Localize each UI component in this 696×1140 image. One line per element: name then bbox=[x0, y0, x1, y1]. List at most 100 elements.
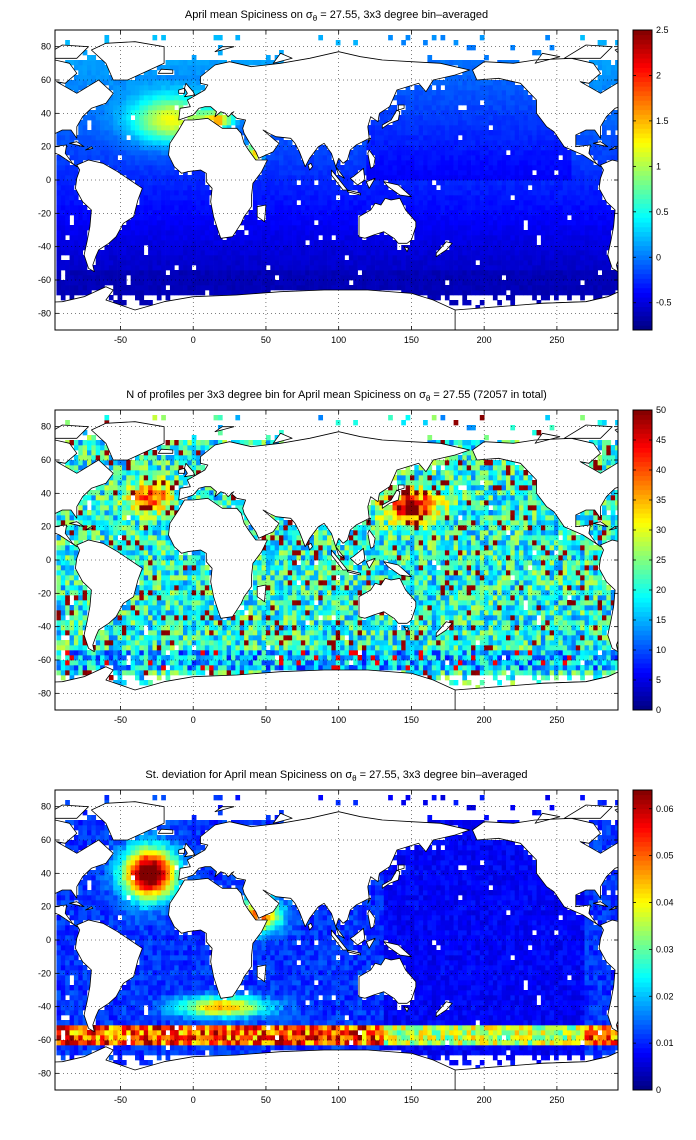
bin-cell bbox=[527, 200, 533, 206]
bin-cell bbox=[200, 60, 206, 66]
bin-cell bbox=[65, 250, 70, 256]
bin-cell bbox=[523, 95, 529, 101]
bin-cell bbox=[492, 200, 498, 206]
bin-cell bbox=[95, 640, 101, 646]
bin-cell bbox=[117, 655, 123, 661]
bin-cell bbox=[56, 615, 62, 621]
bin-cell bbox=[244, 290, 249, 296]
bin-cell bbox=[558, 215, 564, 221]
bin-cell bbox=[401, 260, 406, 266]
bin-cell bbox=[117, 545, 123, 551]
bin-cell bbox=[78, 265, 83, 271]
colorbar-frame bbox=[632, 29, 653, 331]
bin-cell bbox=[444, 85, 450, 91]
bin-cell bbox=[484, 170, 489, 176]
bin-cell bbox=[178, 240, 184, 246]
bin-cell bbox=[431, 165, 437, 171]
bin-cell bbox=[431, 115, 437, 121]
bin-cell bbox=[575, 275, 581, 281]
bin-cell bbox=[296, 210, 302, 216]
bin-cell bbox=[322, 205, 328, 211]
bin-cell bbox=[252, 150, 258, 156]
bin-cell bbox=[73, 165, 79, 171]
bin-cell bbox=[462, 250, 468, 256]
bin-cell bbox=[379, 185, 385, 191]
bin-cell bbox=[60, 200, 66, 206]
bin-cell bbox=[475, 85, 481, 91]
bin-cell bbox=[143, 160, 149, 166]
bin-cell bbox=[283, 255, 289, 261]
bin-cell bbox=[383, 235, 389, 241]
bin-cell bbox=[130, 535, 136, 541]
bin-cell bbox=[580, 165, 585, 171]
bin-cell bbox=[56, 165, 62, 171]
bin-cell bbox=[471, 250, 476, 256]
bin-cell bbox=[457, 165, 463, 171]
bin-cell bbox=[235, 285, 241, 291]
bin-cell bbox=[348, 235, 354, 241]
bin-cell bbox=[549, 150, 555, 156]
bin-cell bbox=[436, 295, 441, 301]
bin-cell bbox=[117, 620, 123, 626]
bin-cell bbox=[135, 280, 140, 286]
bin-cell bbox=[152, 205, 158, 211]
bin-cell bbox=[444, 270, 450, 276]
bin-cell bbox=[510, 110, 516, 116]
bin-cell bbox=[388, 175, 393, 181]
bin-cell bbox=[449, 160, 454, 166]
bin-cell bbox=[431, 145, 437, 151]
bin-cell bbox=[479, 180, 485, 186]
bin-cell bbox=[121, 610, 127, 616]
bin-cell bbox=[335, 235, 341, 241]
bin-cell bbox=[226, 275, 232, 281]
bin-cell bbox=[514, 110, 520, 116]
bin-cell bbox=[161, 170, 166, 176]
bin-cell bbox=[427, 90, 433, 96]
bin-cell bbox=[510, 155, 516, 161]
bin-cell bbox=[161, 255, 166, 261]
bin-cell bbox=[139, 85, 145, 91]
bin-cell bbox=[427, 260, 433, 266]
bin-cell bbox=[296, 175, 302, 181]
colorbar-segment bbox=[633, 123, 652, 129]
bin-cell bbox=[200, 250, 206, 256]
bin-cell bbox=[602, 200, 607, 206]
bin-cell bbox=[174, 75, 179, 81]
bin-cell bbox=[514, 190, 520, 196]
bin-cell bbox=[279, 245, 284, 251]
bin-cell bbox=[540, 260, 546, 266]
bin-cell bbox=[466, 180, 472, 186]
bin-cell bbox=[366, 125, 372, 131]
bin-cell bbox=[248, 210, 254, 216]
bin-cell bbox=[457, 205, 463, 211]
bin-cell bbox=[161, 250, 166, 256]
bin-cell bbox=[388, 235, 393, 241]
bin-cell bbox=[497, 215, 502, 221]
bin-cell bbox=[60, 555, 66, 561]
bin-cell bbox=[191, 175, 197, 181]
bin-cell bbox=[117, 270, 123, 276]
bin-cell bbox=[148, 290, 153, 296]
bin-cell bbox=[165, 150, 171, 156]
bin-cell bbox=[427, 240, 433, 246]
bin-cell bbox=[353, 220, 358, 226]
bin-cell bbox=[183, 265, 188, 271]
bin-cell bbox=[213, 235, 219, 241]
bin-cell bbox=[549, 225, 555, 231]
bin-cell bbox=[309, 250, 315, 256]
bin-cell bbox=[113, 140, 118, 146]
bin-cell bbox=[226, 240, 232, 246]
bin-cell bbox=[471, 265, 476, 271]
bin-cell bbox=[514, 245, 520, 251]
bin-cell bbox=[78, 290, 83, 296]
bin-cell bbox=[283, 260, 289, 266]
bin-cell bbox=[418, 275, 424, 281]
bin-cell bbox=[427, 160, 433, 166]
bin-cell bbox=[60, 140, 66, 146]
bin-cell bbox=[226, 120, 232, 126]
bin-cell bbox=[475, 195, 481, 201]
bin-cell bbox=[353, 260, 358, 266]
bin-cell bbox=[436, 145, 441, 151]
bin-cell bbox=[169, 190, 175, 196]
bin-cell bbox=[287, 145, 293, 151]
